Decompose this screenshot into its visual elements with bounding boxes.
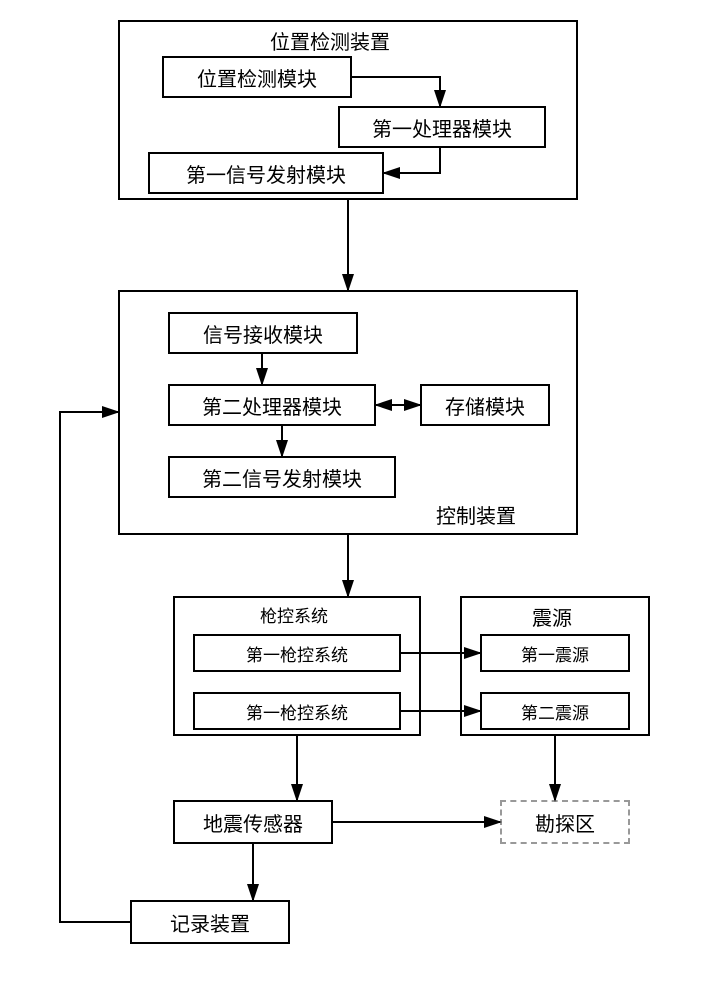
node-first-sig-tx: 第一信号发射模块 xyxy=(148,152,384,194)
node-first-gun-ctrl: 第一枪控系统 xyxy=(193,634,401,672)
node-sig-rx-mod: 信号接收模块 xyxy=(168,312,358,354)
group-title-gun-control: 枪控系统 xyxy=(260,602,328,627)
node-storage-mod: 存储模块 xyxy=(420,384,550,426)
node-seismic-sensor: 地震传感器 xyxy=(173,800,333,844)
node-label: 第二处理器模块 xyxy=(202,391,342,420)
group-title-source: 震源 xyxy=(532,602,572,631)
node-label: 记录装置 xyxy=(170,908,250,937)
node-label: 存储模块 xyxy=(445,391,525,420)
node-label: 第二信号发射模块 xyxy=(202,463,362,492)
node-label: 第一震源 xyxy=(521,641,589,666)
node-label: 第一处理器模块 xyxy=(372,113,512,142)
group-title-control-device: 控制装置 xyxy=(436,500,516,529)
node-explore-area: 勘探区 xyxy=(500,800,630,844)
node-second-gun-ctrl: 第一枪控系统 xyxy=(193,692,401,730)
node-first-source: 第一震源 xyxy=(480,634,630,672)
group-title-position-detect: 位置检测装置 xyxy=(270,26,390,55)
node-second-proc-mod: 第二处理器模块 xyxy=(168,384,376,426)
node-label: 第一枪控系统 xyxy=(246,699,348,724)
node-pos-detect-mod: 位置检测模块 xyxy=(162,56,352,98)
node-label: 信号接收模块 xyxy=(203,319,323,348)
node-label: 第二震源 xyxy=(521,699,589,724)
node-label: 地震传感器 xyxy=(203,808,303,837)
node-first-proc-mod: 第一处理器模块 xyxy=(338,106,546,148)
node-label: 第一信号发射模块 xyxy=(186,159,346,188)
node-second-source: 第二震源 xyxy=(480,692,630,730)
node-label: 位置检测模块 xyxy=(197,63,317,92)
node-second-sig-tx: 第二信号发射模块 xyxy=(168,456,396,498)
node-record-device: 记录装置 xyxy=(130,900,290,944)
node-label: 第一枪控系统 xyxy=(246,641,348,666)
node-label: 勘探区 xyxy=(535,808,595,837)
